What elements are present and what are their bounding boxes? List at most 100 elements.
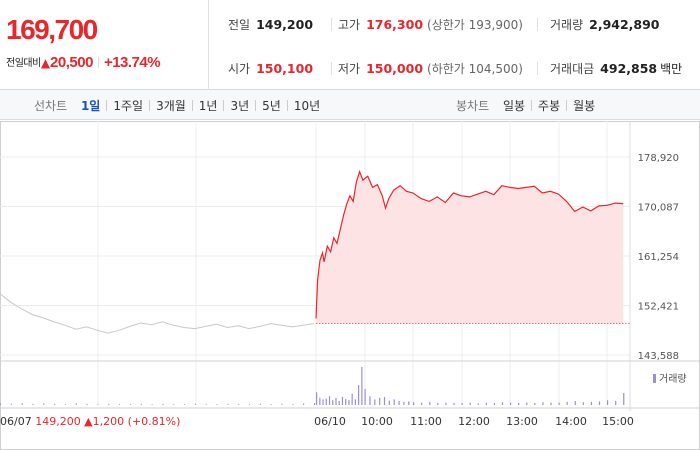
volume-bar [54, 403, 56, 405]
price-chart[interactable]: 178,920 170,087 161,254 152,421 143,588 거래량 06… [0, 121, 700, 450]
volume-bar [408, 401, 410, 405]
volume-bar [574, 401, 576, 405]
volume-bar [162, 403, 164, 405]
stat-value: 492,858 [600, 61, 658, 76]
line-chart-tabs: 선차트 1일 1주일 3개월 1년 3년 5년 10년 [34, 97, 320, 114]
up-arrow-icon: ▲ [81, 415, 93, 428]
tab-period-3[interactable]: 1년 [198, 99, 218, 113]
stat-value: 150,100 [256, 61, 314, 76]
volume-bar [361, 367, 363, 405]
line-chart-label: 선차트 [34, 99, 68, 113]
stat-volume: 거래량 2,942,890 [550, 16, 660, 33]
stat-label: 거래대금 [550, 62, 595, 76]
y-tick-label: 143,588 [638, 351, 679, 362]
volume-bar [590, 401, 593, 405]
prev-day-date: 06/07 [0, 415, 32, 428]
volume-bar [493, 403, 496, 405]
stat-open: 시가 150,100 [228, 60, 313, 77]
stat-value: 176,300 [366, 17, 424, 32]
volume-bar [534, 403, 536, 405]
tab-period-6[interactable]: 10년 [293, 99, 321, 113]
volume-bar [351, 393, 353, 405]
stat-label: 고가 [338, 18, 361, 32]
today-price-line [315, 169, 624, 319]
volume-bar [0, 403, 1, 405]
stat-value: 150,000 [366, 61, 424, 76]
stat-unit: 백만 [660, 62, 683, 76]
volume-bar [364, 389, 366, 405]
volume-bar [281, 403, 283, 405]
volume-bar [325, 398, 327, 405]
stat-value: 149,200 [256, 17, 314, 32]
y-tick-label: 178,920 [638, 153, 679, 164]
volume-bar [542, 402, 544, 405]
stat-label: 저가 [338, 62, 361, 76]
tab-period-1[interactable]: 1주일 [113, 99, 144, 113]
tab-period-5[interactable]: 5년 [262, 99, 281, 113]
volume-bar [501, 402, 504, 405]
stat-label: 거래량 [550, 18, 584, 32]
volume-bar [615, 401, 617, 405]
tab-candle-2[interactable]: 월봉 [573, 99, 596, 113]
candle-chart-tabs: 봉차트 일봉 주봉 월봉 [456, 97, 595, 114]
volume-bar [485, 402, 487, 405]
x-tick-label: 06/10 [314, 415, 346, 428]
volume-bar [354, 399, 356, 405]
volume-bar [558, 402, 560, 405]
stat-prev-close: 전일 149,200 [228, 16, 313, 33]
tab-divider [106, 100, 108, 111]
volume-bar [314, 403, 315, 405]
volume-bar [383, 397, 386, 405]
prev-day-line [0, 293, 315, 334]
y-tick-label: 152,421 [638, 302, 679, 313]
volume-bar [10, 403, 12, 405]
chart-canvas[interactable]: 178,920 170,087 161,254 152,421 143,588 거래량 06… [0, 121, 700, 450]
tab-candle-1[interactable]: 주봉 [538, 99, 561, 113]
volume-bar [184, 404, 186, 405]
tab-period-4[interactable]: 3년 [230, 99, 250, 113]
divider [537, 62, 538, 75]
volume-bar [374, 399, 376, 405]
change-line: 전일대비▲20,500 +13.74% [6, 54, 161, 71]
volume-bar [388, 400, 390, 405]
prev-day-change: 1,200 [93, 415, 125, 428]
volume-legend: 거래량 [659, 373, 687, 385]
volume-bar [86, 403, 88, 405]
tab-period-0[interactable]: 1일 [80, 99, 101, 113]
volume-legend-swatch [653, 374, 656, 383]
volume-bar [623, 393, 625, 405]
volume-bar [97, 404, 99, 405]
change-amount: 20,500 [50, 54, 93, 71]
volume-bar [108, 403, 110, 405]
volume-bar [379, 397, 381, 405]
tab-candle-0[interactable]: 일봉 [502, 99, 526, 113]
volume-bar [598, 401, 601, 405]
divider [537, 18, 538, 31]
prev-day-info: 06/07 149,200 ▲1,200 (+0.81%) [0, 415, 180, 428]
volume-bar [249, 404, 251, 405]
volume-bar [332, 400, 334, 405]
prev-day-close: 149,200 [32, 415, 81, 428]
volume-bar [319, 397, 321, 405]
tab-period-2[interactable]: 3개월 [156, 99, 186, 113]
volume-bar [550, 402, 552, 405]
stat-turnover: 거래대금 492,858 백만 [550, 60, 682, 77]
volume-bar [270, 404, 272, 405]
volume-bar [607, 400, 609, 405]
volume-bar [322, 399, 324, 405]
x-tick-label: 12:00 [458, 415, 490, 428]
divider [97, 57, 99, 68]
volume-bar [43, 403, 45, 405]
volume-bar [205, 404, 207, 405]
volume-bar [437, 403, 439, 405]
change-label: 전일대비 [6, 58, 41, 69]
volume-bar [398, 401, 400, 405]
volume-bar [316, 392, 318, 405]
tab-divider [286, 100, 288, 111]
volume-bar [129, 404, 131, 405]
volume-bar [341, 397, 344, 405]
volume-bar [335, 397, 337, 405]
volume-bar [477, 403, 479, 405]
y-tick-label: 170,087 [638, 203, 679, 214]
volume-bar [566, 401, 568, 405]
